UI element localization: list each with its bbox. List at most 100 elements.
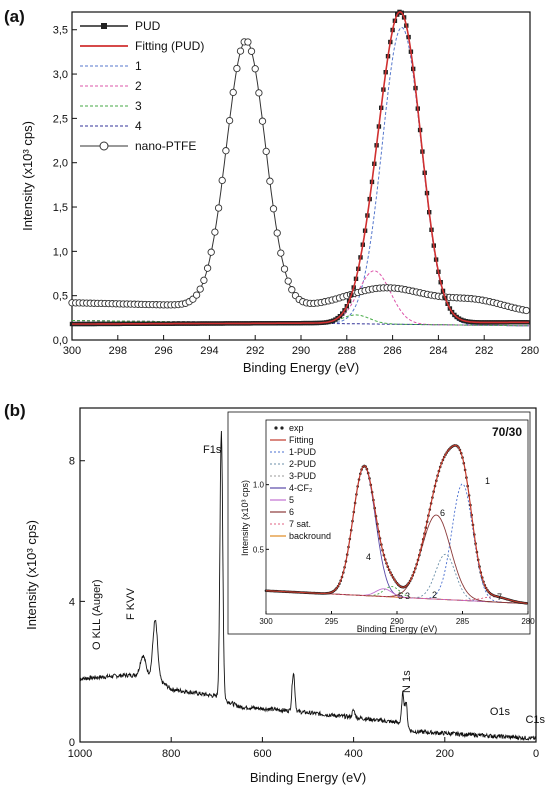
legend-item-3: 3 — [80, 99, 142, 113]
a-ptfe-point — [207, 248, 215, 256]
panel-b-frame — [79, 407, 537, 743]
a-ptfe-point — [258, 117, 267, 125]
a-ytick-label: 1,5 — [53, 202, 68, 214]
a-xtick-label: 294 — [200, 345, 218, 357]
inset-legend-1pud: 1-PUD — [270, 447, 317, 457]
legend-label-pud: PUD — [135, 19, 161, 33]
inset-legend-6: 6 — [270, 507, 294, 517]
inset-xtick-label: 300 — [259, 617, 273, 626]
inset-peak-label-1: 1 — [485, 476, 490, 486]
a-ptfe-point — [196, 285, 204, 293]
a-ptfe-point — [255, 89, 263, 97]
inset-peak-label-3: 3 — [405, 591, 410, 601]
inset-legend-label-5: 5 — [289, 495, 294, 505]
a-ptfe-point — [211, 228, 219, 236]
inset-legend-label-2pud: 2-PUD — [289, 459, 317, 469]
panel-a-legend: PUD Fitting (PUD) 1 2 3 4 — [80, 19, 204, 153]
legend-label-3: 3 — [135, 99, 142, 113]
inset-x-axis-label: Binding Energy (eV) — [357, 624, 438, 634]
inset-legend-exp: exp — [274, 423, 304, 433]
inset-x-ticks: 300 295 290 285 280 — [259, 611, 535, 626]
a-ptfe-point — [266, 177, 274, 185]
inset-peak-label-4: 4 — [366, 552, 371, 562]
inset-legend-5: 5 — [270, 495, 294, 505]
b-ytick-label: 4 — [69, 596, 75, 608]
a-series-fitting — [72, 11, 529, 325]
a-ptfe-point — [247, 47, 256, 55]
a-ptfe-point — [262, 147, 270, 156]
panel-a-series — [68, 9, 530, 327]
panel-b-label: (b) — [4, 401, 26, 420]
annotation-f1s: F1s — [203, 444, 222, 456]
inset-legend-label-background: backround — [289, 531, 331, 541]
a-ptfe-point — [203, 264, 212, 272]
a-xtick-label: 292 — [246, 345, 264, 357]
panel-b: (b) 1000 800 600 400 200 0 0 4 8 Binding Energy… — [4, 401, 545, 785]
a-ytick-label: 3,0 — [53, 69, 68, 81]
panel-a-label: (a) — [4, 7, 25, 26]
a-ptfe-point — [288, 286, 296, 294]
legend-item-2: 2 — [80, 79, 142, 93]
a-ptfe-point — [222, 147, 230, 155]
panel-a: (a) 300 298 296 294 292 290 288 286 284 282 280 0,… — [4, 7, 539, 375]
a-xtick-label: 280 — [521, 345, 539, 357]
legend-label-2: 2 — [135, 79, 142, 93]
a-xtick-label: 290 — [292, 345, 310, 357]
panel-b-series — [79, 430, 537, 742]
b-xtick-label: 600 — [253, 748, 271, 760]
inset-fitting-line — [265, 444, 528, 604]
a-xtick-label: 282 — [475, 345, 493, 357]
annotation-f-kvv: F KVV — [125, 588, 137, 620]
a-xtick-label: 288 — [338, 345, 356, 357]
inset-peak-label-6: 6 — [440, 508, 445, 518]
b-xtick-label: 1000 — [68, 748, 92, 760]
panel-a-y-ticks: 0,0 0,5 1,0 1,5 2,0 2,5 3,0 3,5 — [53, 25, 77, 347]
b-xtick-label: 0 — [533, 748, 539, 760]
panel-b-x-ticks: 1000 800 600 400 200 0 — [68, 737, 539, 760]
b-xtick-label: 800 — [162, 748, 180, 760]
inset-y-axis-label: Intensity (x10³ cps) — [240, 480, 250, 556]
inset-y-ticks: 0.5 1.0 — [253, 481, 269, 554]
a-xtick-label: 286 — [383, 345, 401, 357]
a-ptfe-point — [273, 229, 281, 237]
inset-peak-label-5: 5 — [398, 591, 403, 601]
inset-legend-label-7sat: 7 sat. — [289, 519, 311, 529]
a-ytick-label: 0,5 — [53, 291, 68, 303]
a-xtick-label: 296 — [154, 345, 172, 357]
inset-xtick-label: 280 — [521, 617, 535, 626]
inset-peak-label-7: 7 — [497, 592, 502, 602]
a-ytick-label: 2,5 — [53, 113, 68, 125]
inset-legend-label-6: 6 — [289, 507, 294, 517]
legend-label-4: 4 — [135, 119, 142, 133]
inset-legend-fitting: Fitting — [270, 435, 314, 445]
inset-legend: exp Fitting 1-PUD 2-PUD 3-PUD 4-CF₂ 5 6 … — [270, 423, 331, 541]
inset-xtick-label: 285 — [456, 617, 470, 626]
a-ptfe-point — [522, 306, 530, 315]
a-ptfe-point — [251, 65, 259, 73]
legend-label-fitting: Fitting (PUD) — [135, 39, 204, 53]
inset-peak-label-2: 2 — [432, 590, 437, 600]
a-ytick-label: 2,0 — [53, 158, 68, 170]
a-ptfe-point — [233, 64, 241, 73]
inset-legend-7sat: 7 sat. — [270, 519, 311, 529]
inset-xtick-label: 290 — [390, 617, 404, 626]
annotation-o1s: O1s — [490, 706, 511, 718]
a-ptfe-point — [269, 205, 278, 213]
inset-background — [227, 411, 531, 635]
legend-item-fitting: Fitting (PUD) — [80, 39, 204, 53]
inset-legend-label-exp: exp — [289, 423, 304, 433]
inset-legend-3pud: 3-PUD — [270, 471, 317, 481]
a-ptfe-point — [225, 116, 234, 125]
panel-b-y-ticks: 0 4 8 — [69, 456, 85, 749]
inset-legend-label-3pud: 3-PUD — [289, 471, 317, 481]
b-xtick-label: 400 — [344, 748, 362, 760]
a-ytick-label: 0,0 — [53, 335, 68, 347]
b-survey-spectrum — [79, 430, 537, 742]
a-ptfe-point — [214, 204, 223, 212]
inset-legend-background: backround — [270, 531, 331, 541]
a-xtick-label: 284 — [429, 345, 447, 357]
a-ptfe-point — [280, 265, 289, 273]
a-ptfe-point — [244, 38, 252, 46]
inset-legend-label-1pud: 1-PUD — [289, 447, 317, 457]
